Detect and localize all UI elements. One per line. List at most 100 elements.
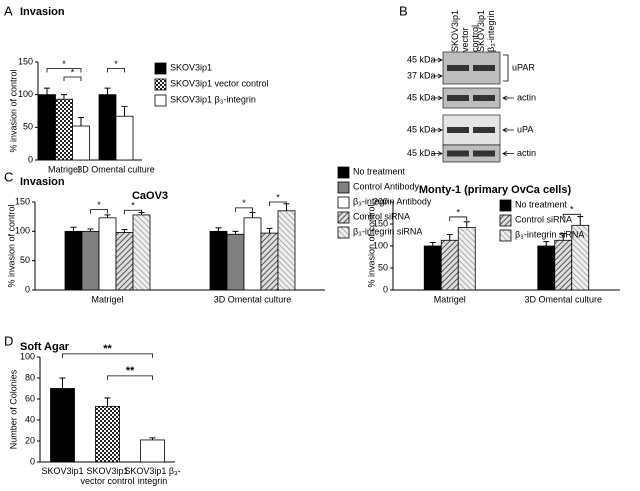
bar (440, 239, 459, 291)
bar (277, 210, 296, 291)
blot-band (447, 150, 469, 157)
y-tick-label: 100 (20, 351, 35, 361)
y-tick-label: 150 (15, 196, 30, 206)
protein-label: actin (517, 148, 536, 158)
significance-bracket (90, 209, 108, 214)
blot-band (473, 127, 495, 133)
y-tick-label: 0 (383, 284, 388, 294)
lane-label: SKOV3ip1 β₃-integrin (476, 9, 496, 52)
legend-label: Control siRNA (353, 211, 410, 221)
significance-bracket (124, 209, 142, 215)
bar (38, 94, 56, 161)
bar (95, 405, 120, 463)
legend-label: SKOV3ip1 β₃-integrin (170, 94, 256, 104)
panel-title: Invasion (20, 6, 65, 18)
label-arrow (502, 127, 514, 133)
y-tick-label: 20 (25, 435, 35, 445)
legend-swatch (337, 181, 350, 194)
x-tick-label: 3D Omental culture (77, 164, 155, 174)
significance-bracket (269, 201, 287, 206)
legend-swatch (499, 229, 512, 242)
bar (209, 230, 228, 291)
significance-mark: * (131, 201, 135, 211)
legend-label: β₃-integrin siRNA (353, 226, 422, 236)
blot-band (473, 65, 495, 71)
marker-label: 45 kDa (407, 124, 436, 134)
protein-label: uPAR (512, 62, 535, 72)
significance-mark: * (62, 59, 66, 69)
significance-mark: * (276, 192, 280, 202)
bar (132, 214, 151, 291)
y-tick-label: 200 (373, 196, 388, 206)
bar (537, 245, 556, 291)
bar (226, 233, 245, 291)
bar (554, 239, 573, 291)
x-tick-label: Matrigel (91, 294, 123, 304)
y-tick-label: 50 (20, 255, 30, 265)
significance-mark: * (71, 67, 75, 77)
blot-image (442, 114, 501, 146)
blot-image (442, 144, 501, 163)
y-tick-label: 40 (25, 414, 35, 424)
panel-title: Soft Agar (20, 341, 70, 353)
y-tick-label: 100 (373, 240, 388, 250)
y-axis-label: % invasion of control (8, 69, 18, 152)
panel-title: Invasion (20, 176, 65, 188)
legend-swatch (499, 214, 512, 227)
x-tick-label: SKOV3ip1 vector control (80, 466, 135, 486)
y-tick-label: 100 (15, 226, 30, 236)
significance-bracket (562, 213, 581, 219)
bar (115, 115, 134, 161)
marker-label: 45 kDa (407, 148, 436, 158)
bar (140, 439, 165, 463)
legend-swatch (154, 78, 167, 91)
marker-label: 37 kDa (407, 70, 436, 80)
protein-label: uPA (517, 124, 533, 134)
legend-swatch (337, 166, 350, 179)
bar (50, 388, 75, 463)
legend-label: β₃-integrin siRNA (515, 229, 584, 239)
chart-subtitle: CaOV3 (132, 190, 168, 202)
significance-bracket (107, 68, 125, 73)
x-tick-label: Matrigel (48, 164, 80, 174)
chart-subtitle: Monty-1 (primary OvCa cells) (419, 184, 572, 196)
y-tick-label: 50 (23, 122, 33, 132)
protein-label: actin (517, 92, 536, 102)
significance-mark: ** (103, 343, 112, 355)
legend-label: Control siRNA (515, 214, 572, 224)
label-arrow (502, 151, 514, 156)
legend-swatch (154, 94, 167, 107)
legend-swatch (337, 196, 350, 209)
label-arrow (502, 95, 514, 101)
bar (115, 232, 134, 291)
legend-swatch (154, 62, 167, 75)
panel-letter: A (4, 3, 13, 18)
marker-arrow (432, 73, 443, 79)
y-axis-label: Number of Colonies (8, 369, 18, 449)
x-tick-label: 3D Omental culture (524, 294, 602, 304)
significance-bracket (449, 216, 468, 221)
blot-band (447, 127, 469, 133)
marker-label: 45 kDa (407, 54, 436, 64)
marker-label: 45 kDa (407, 92, 436, 102)
significance-mark: * (242, 198, 246, 208)
marker-arrow (432, 127, 443, 133)
bar (72, 125, 90, 161)
bar (81, 230, 100, 291)
marker-arrow (432, 151, 443, 156)
significance-bracket (63, 76, 82, 82)
significance-mark: * (114, 59, 118, 69)
x-tick-label: SKOV3ip1 (41, 466, 84, 476)
y-tick-label: 0 (25, 284, 30, 294)
legend-swatch (337, 226, 350, 239)
y-tick-label: 80 (25, 372, 35, 382)
panel-letter: C (4, 169, 13, 184)
blot-image (442, 87, 501, 109)
x-tick-label: 3D Omental culture (214, 294, 292, 304)
panel-letter: B (399, 3, 408, 18)
marker-arrow (432, 57, 443, 63)
bar (457, 227, 476, 291)
y-axis-label: % invasion of control (366, 204, 376, 287)
marker-arrow (432, 95, 443, 101)
